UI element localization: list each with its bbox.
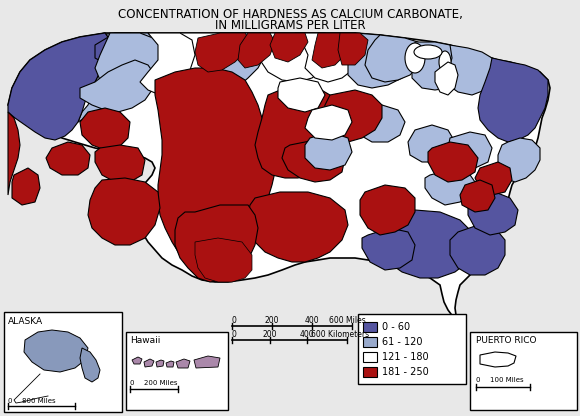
Polygon shape — [468, 192, 518, 235]
Polygon shape — [144, 359, 154, 367]
Text: 200: 200 — [263, 330, 277, 339]
Polygon shape — [132, 357, 142, 364]
Text: 0: 0 — [8, 398, 13, 404]
Bar — [363, 367, 377, 377]
Bar — [363, 322, 377, 332]
Polygon shape — [88, 178, 160, 245]
Polygon shape — [258, 33, 335, 82]
Text: IN MILLIGRAMS PER LITER: IN MILLIGRAMS PER LITER — [215, 19, 365, 32]
Polygon shape — [360, 185, 415, 235]
Polygon shape — [12, 168, 40, 205]
Polygon shape — [175, 205, 258, 282]
Text: 61 - 120: 61 - 120 — [382, 337, 422, 347]
Text: PUERTO RICO: PUERTO RICO — [476, 336, 536, 345]
Text: 0: 0 — [232, 330, 237, 339]
Polygon shape — [498, 138, 540, 182]
Polygon shape — [95, 33, 148, 68]
Ellipse shape — [414, 45, 442, 59]
Bar — [363, 337, 377, 347]
Polygon shape — [8, 33, 550, 320]
Text: CONCENTRATION OF HARDNESS AS CALCIUM CARBONATE,: CONCENTRATION OF HARDNESS AS CALCIUM CAR… — [118, 8, 462, 21]
Polygon shape — [348, 33, 418, 88]
Polygon shape — [408, 125, 455, 162]
Polygon shape — [140, 33, 195, 95]
Text: 800 Miles: 800 Miles — [22, 398, 56, 404]
Polygon shape — [95, 33, 165, 92]
Polygon shape — [435, 62, 458, 95]
Text: 0: 0 — [476, 377, 480, 383]
Polygon shape — [338, 33, 368, 65]
Bar — [470, 332, 577, 410]
Polygon shape — [80, 108, 130, 150]
Polygon shape — [412, 42, 468, 90]
Polygon shape — [195, 33, 250, 72]
Ellipse shape — [439, 51, 451, 73]
Polygon shape — [166, 361, 174, 367]
Polygon shape — [478, 58, 548, 142]
Ellipse shape — [405, 43, 425, 73]
Polygon shape — [8, 33, 110, 140]
Text: Hawaii: Hawaii — [130, 336, 161, 345]
Polygon shape — [450, 225, 505, 275]
Polygon shape — [448, 45, 498, 95]
Polygon shape — [80, 60, 155, 112]
Text: 121 - 180: 121 - 180 — [382, 352, 429, 362]
Text: 600 Miles: 600 Miles — [329, 316, 365, 325]
Polygon shape — [312, 33, 348, 68]
Polygon shape — [475, 162, 512, 195]
Polygon shape — [270, 33, 308, 62]
Polygon shape — [428, 142, 478, 182]
Polygon shape — [172, 33, 250, 92]
Polygon shape — [448, 132, 492, 168]
Polygon shape — [375, 210, 475, 278]
Polygon shape — [195, 238, 252, 282]
Polygon shape — [176, 359, 190, 368]
Text: 0: 0 — [232, 316, 237, 325]
Polygon shape — [362, 228, 415, 270]
Polygon shape — [78, 33, 158, 122]
Polygon shape — [282, 140, 345, 182]
Text: 600 Kilometers: 600 Kilometers — [311, 330, 369, 339]
Text: 181 - 250: 181 - 250 — [382, 367, 429, 377]
Text: 100 Miles: 100 Miles — [490, 377, 524, 383]
Polygon shape — [24, 330, 88, 372]
Polygon shape — [278, 78, 325, 112]
Text: 400: 400 — [304, 316, 320, 325]
Polygon shape — [460, 180, 495, 212]
Polygon shape — [80, 348, 100, 382]
Polygon shape — [205, 33, 268, 88]
Text: ALASKA: ALASKA — [8, 317, 43, 326]
Text: 200: 200 — [264, 316, 279, 325]
Bar — [363, 352, 377, 362]
Polygon shape — [305, 105, 352, 140]
Polygon shape — [295, 33, 365, 82]
Polygon shape — [480, 352, 516, 367]
Bar — [4, 312, 122, 412]
Polygon shape — [365, 35, 425, 82]
Bar — [126, 332, 228, 410]
Text: 200 Miles: 200 Miles — [144, 380, 177, 386]
Text: 400: 400 — [300, 330, 314, 339]
Polygon shape — [194, 356, 220, 368]
Polygon shape — [156, 360, 164, 367]
Polygon shape — [305, 132, 352, 170]
Text: 0 - 60: 0 - 60 — [382, 322, 410, 332]
Polygon shape — [248, 192, 348, 262]
Polygon shape — [46, 142, 90, 175]
Polygon shape — [155, 68, 275, 272]
Polygon shape — [238, 33, 275, 68]
Polygon shape — [358, 105, 405, 142]
Bar — [358, 314, 466, 384]
Polygon shape — [8, 112, 20, 195]
Polygon shape — [255, 85, 342, 178]
Text: 0: 0 — [130, 380, 135, 386]
Polygon shape — [95, 145, 145, 182]
Polygon shape — [425, 170, 475, 205]
Polygon shape — [322, 90, 382, 142]
